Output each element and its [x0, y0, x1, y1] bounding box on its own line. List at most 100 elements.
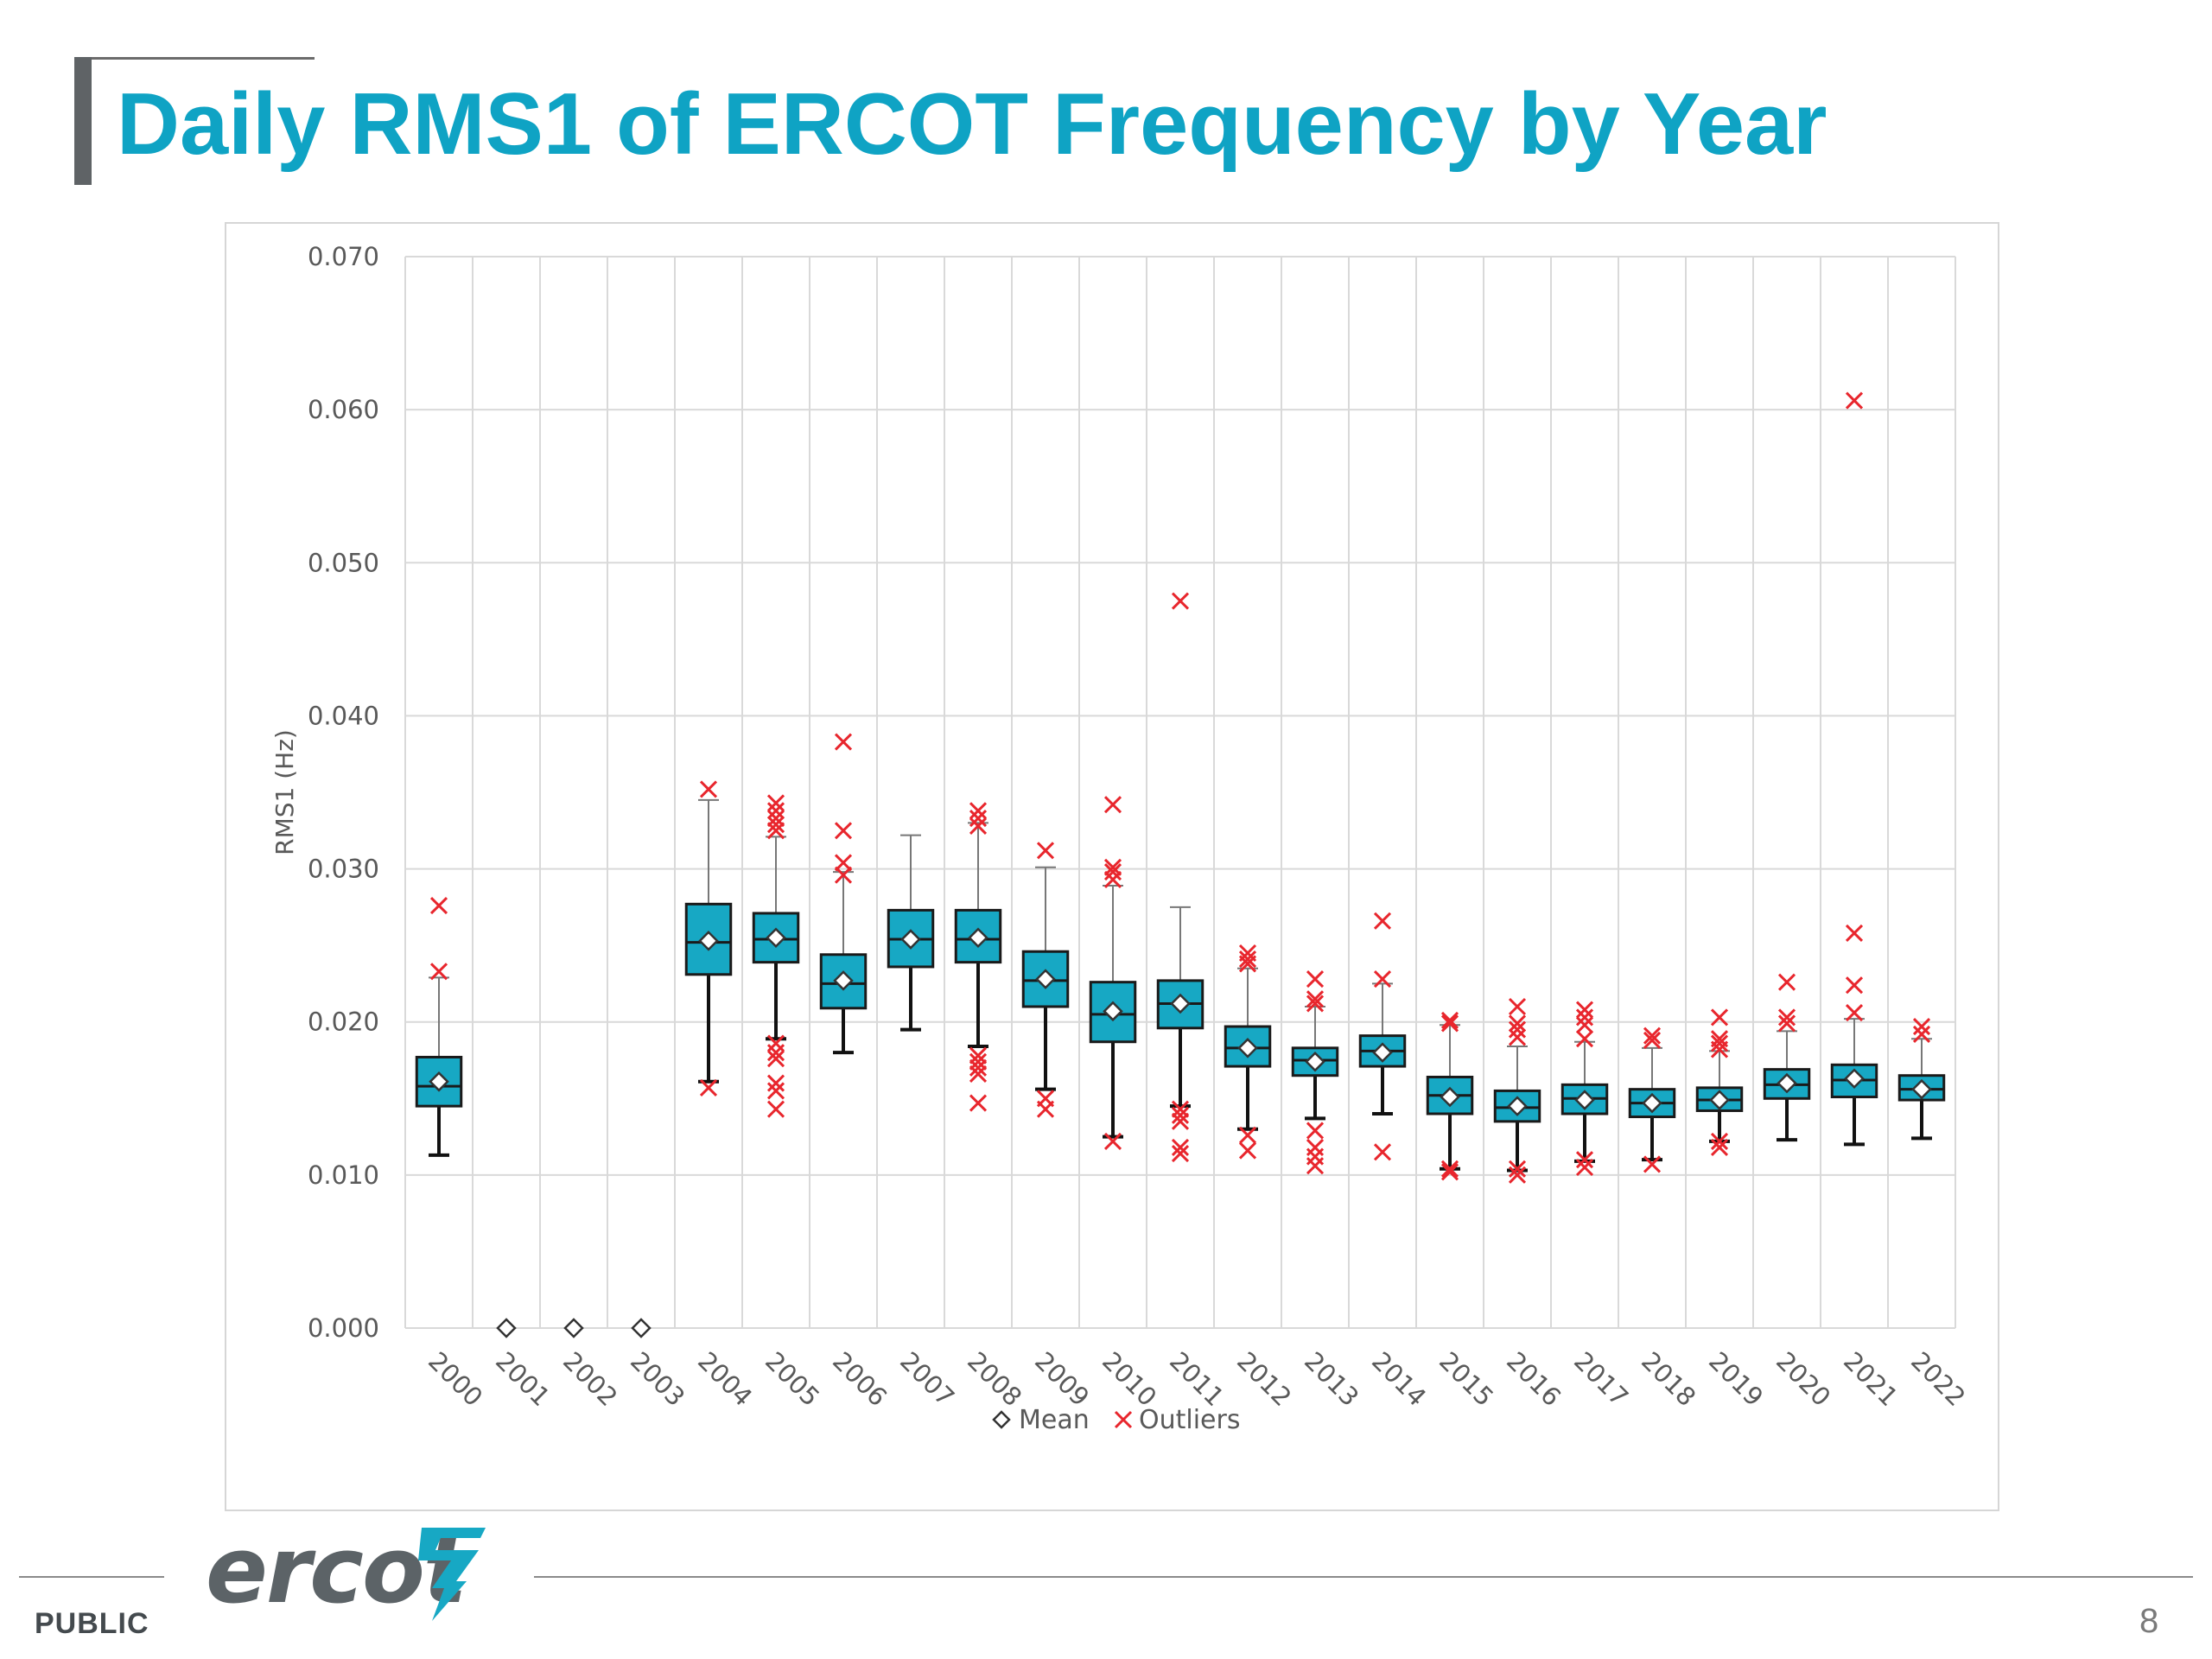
x-tick-label: 2002 [557, 1346, 623, 1412]
outlier-marker [1912, 1017, 1931, 1036]
mean-marker [1372, 1042, 1393, 1063]
outlier-marker [1845, 1004, 1864, 1022]
outlier-marker [766, 816, 785, 834]
x-tick-label: 2004 [692, 1346, 758, 1412]
outlier-marker [1777, 973, 1796, 991]
outlier-marker [969, 1094, 988, 1112]
outlier-marker [1036, 1100, 1055, 1118]
outlier-marker [1238, 1141, 1257, 1160]
outlier-marker [969, 1058, 988, 1077]
outlier-marker [766, 1074, 785, 1092]
mean-marker [631, 1318, 652, 1338]
outlier-marker [969, 1052, 988, 1071]
mean-marker [1237, 1038, 1258, 1058]
outlier-marker [766, 1082, 785, 1100]
mean-marker [1507, 1096, 1528, 1116]
outlier-marker [1575, 1030, 1594, 1048]
outlier-marker [1575, 1008, 1594, 1027]
outlier-marker [1508, 1166, 1527, 1184]
mean-marker [1305, 1052, 1325, 1072]
x-tick-label: 2010 [1096, 1346, 1162, 1412]
outlier-marker [1238, 1126, 1257, 1144]
x-tick-label: 2009 [1029, 1346, 1095, 1412]
footer-divider-right [534, 1576, 2193, 1578]
iqr-box [1224, 1025, 1272, 1068]
outlier-marker [969, 1046, 988, 1065]
x-tick-label: 2012 [1231, 1346, 1297, 1412]
y-tick-label: 0.010 [308, 1160, 379, 1190]
legend-outlier-icon [1114, 1410, 1133, 1429]
outlier-marker [1103, 1132, 1122, 1150]
outlier-marker [1440, 1014, 1459, 1033]
box-plot-chart: 0.000 0.010 0.020 0.030 0.040 0.050 0.060 0.070… [270, 242, 1971, 1435]
outlier-marker [766, 822, 785, 840]
outlier-marker [969, 817, 988, 836]
outlier-marker [1845, 976, 1864, 995]
outlier-marker [766, 802, 785, 820]
outlier-marker [1508, 1160, 1527, 1178]
outlier-marker [1777, 1014, 1796, 1033]
outlier-marker [766, 1050, 785, 1068]
y-tick-label: 0.020 [308, 1007, 379, 1037]
mean-marker [1844, 1068, 1865, 1090]
outlier-marker [1508, 1028, 1527, 1046]
x-tick-label: 2018 [1636, 1346, 1701, 1412]
slide-title: Daily RMS1 of ERCOT Frequency by Year [117, 76, 1827, 173]
y-tick-label: 0.000 [308, 1313, 379, 1343]
mean-marker [1103, 1001, 1123, 1022]
outlier-marker [834, 733, 853, 751]
outlier-marker [1440, 1011, 1459, 1030]
mean-marker [698, 931, 719, 951]
outlier-marker [1171, 1100, 1190, 1118]
legend-mean-label: Mean [1019, 1405, 1090, 1435]
mean-marker [1035, 969, 1056, 989]
outlier-marker [1373, 912, 1392, 930]
outlier-marker [1575, 1158, 1594, 1177]
mean-marker [496, 1318, 517, 1338]
outlier-marker [766, 1044, 785, 1062]
outlier-marker [766, 1100, 785, 1118]
outlier-marker [1912, 1025, 1931, 1043]
outlier-marker [766, 794, 785, 812]
outlier-marker [1103, 870, 1122, 889]
x-tick-label: 2008 [962, 1346, 1027, 1412]
outlier-marker [1440, 1160, 1459, 1178]
title-accent-bar [74, 57, 92, 185]
y-tick-label: 0.050 [308, 548, 379, 577]
outlier-marker [1103, 863, 1122, 881]
mean-marker [1777, 1072, 1797, 1094]
outlier-marker [1306, 995, 1325, 1013]
outlier-marker [1643, 1027, 1662, 1045]
outlier-marker [1575, 1151, 1594, 1169]
x-tick-label: 2000 [423, 1346, 488, 1412]
outlier-marker [699, 1078, 718, 1096]
mean-marker [1440, 1086, 1460, 1108]
y-tick-label: 0.060 [308, 395, 379, 424]
mean-marker [1170, 993, 1191, 1014]
mean-marker [833, 970, 854, 991]
chart-frame: 0.000 0.010 0.020 0.030 0.040 0.050 0.060 0.070… [225, 222, 1999, 1511]
outlier-marker [1373, 1143, 1392, 1161]
mean-marker [1709, 1090, 1730, 1110]
outlier-marker [1575, 1016, 1594, 1034]
outlier-marker [1306, 1122, 1325, 1140]
classification-label: PUBLIC [35, 1607, 149, 1640]
outlier-marker [1508, 1020, 1527, 1039]
legend-mean-icon [992, 1410, 1011, 1429]
mean-marker [563, 1318, 584, 1338]
outlier-marker [1845, 391, 1864, 410]
outlier-marker [1777, 1008, 1796, 1027]
mean-marker [900, 929, 921, 950]
mean-marker [1911, 1078, 1932, 1100]
outlier-marker [1103, 796, 1122, 814]
outlier-marker [1710, 1040, 1729, 1058]
outlier-marker [969, 802, 988, 820]
outlier-marker [1171, 1144, 1190, 1163]
outlier-marker [834, 854, 853, 872]
y-axis-label: RMS1 (Hz) [270, 729, 299, 855]
x-tick-label: 2021 [1838, 1346, 1904, 1412]
legend-outlier-label: Outliers [1139, 1405, 1240, 1435]
x-tick-label: 2017 [1568, 1346, 1634, 1412]
outlier-marker [1171, 592, 1190, 610]
outlier-marker [1845, 924, 1864, 943]
